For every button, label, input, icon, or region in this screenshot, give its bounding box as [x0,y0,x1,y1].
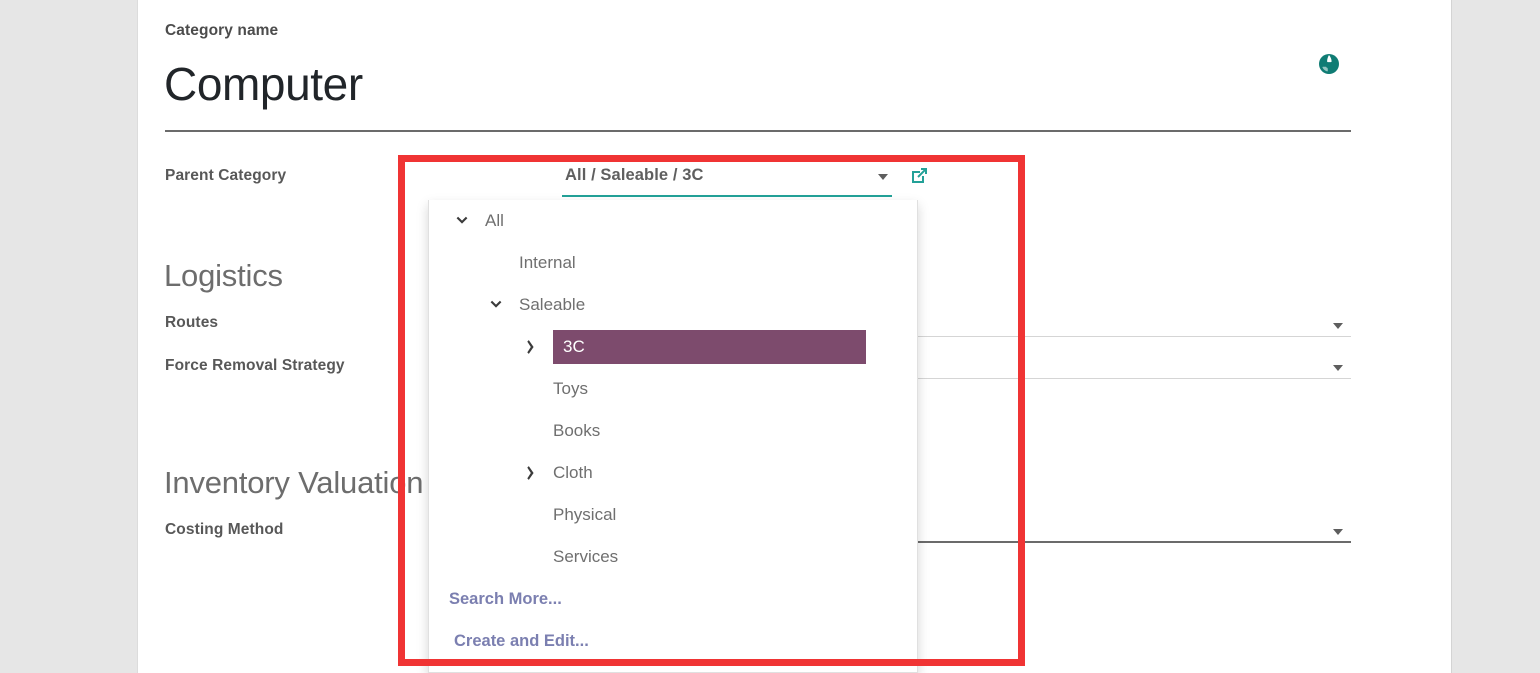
force-removal-strategy-input[interactable] [558,349,1351,379]
parent-category-input[interactable]: All / Saleable / 3C [565,166,704,184]
chevron-down-icon[interactable] [1333,365,1343,371]
dropdown-option-3c[interactable]: 3C [429,326,917,368]
costing-method-input[interactable] [558,513,1351,543]
routes-underline [558,336,1351,337]
dropdown-option-all[interactable]: All [429,200,917,242]
chevron-down-icon[interactable] [485,297,507,313]
dropdown-option-services[interactable]: Services [429,536,917,578]
chevron-right-icon[interactable] [519,339,541,355]
routes-label: Routes [165,314,219,331]
routes-input[interactable] [558,307,1351,337]
dropdown-option-saleable[interactable]: Saleable [429,284,917,326]
dropdown-option-label: 3C [553,330,866,364]
dropdown-option-books[interactable]: Books [429,410,917,452]
section-heading-logistics: Logistics [164,258,283,293]
dropdown-option-label: Services [553,547,619,566]
category-name-label: Category name [165,22,279,39]
chevron-down-icon[interactable] [878,174,888,180]
parent-category-dropdown[interactable]: All Internal Saleable 3C Toys Books Cloth Physi… [428,200,918,673]
globe-icon[interactable] [1317,52,1341,76]
section-heading-inventory-valuation: Inventory Valuation [164,465,424,500]
dropdown-option-label: Physical [553,505,617,524]
dropdown-option-label: Books [553,421,601,440]
force-removal-strategy-label: Force Removal Strategy [165,357,345,374]
dropdown-option-label: Internal [519,253,576,272]
dropdown-option-physical[interactable]: Physical [429,494,917,536]
parent-category-combo[interactable]: All / Saleable / 3C [562,163,892,197]
category-name-underline [165,130,1351,132]
parent-category-label: Parent Category [165,167,287,184]
force-removal-strategy-underline [558,378,1351,379]
external-link-icon[interactable] [908,165,930,187]
chevron-right-icon[interactable] [519,465,541,481]
dropdown-option-label: Saleable [519,295,586,314]
costing-method-label: Costing Method [165,521,284,538]
category-name-input[interactable]: Computer [164,58,363,110]
parent-category-focus-underline [562,194,892,197]
chevron-down-icon[interactable] [1333,529,1343,535]
chevron-down-icon[interactable] [451,213,473,229]
dropdown-option-internal[interactable]: Internal [429,242,917,284]
dropdown-option-label: Cloth [553,463,593,482]
dropdown-option-cloth[interactable]: Cloth [429,452,917,494]
dropdown-option-toys[interactable]: Toys [429,368,917,410]
dropdown-option-list: All Internal Saleable 3C Toys Books Cloth Physi… [429,200,917,578]
chevron-down-icon[interactable] [1333,323,1343,329]
search-more-option[interactable]: Search More... [449,589,562,608]
costing-method-underline [558,541,1351,543]
dropdown-option-label: Toys [553,379,588,398]
dropdown-option-label: All [485,211,504,230]
create-and-edit-option[interactable]: Create and Edit... [454,631,589,650]
